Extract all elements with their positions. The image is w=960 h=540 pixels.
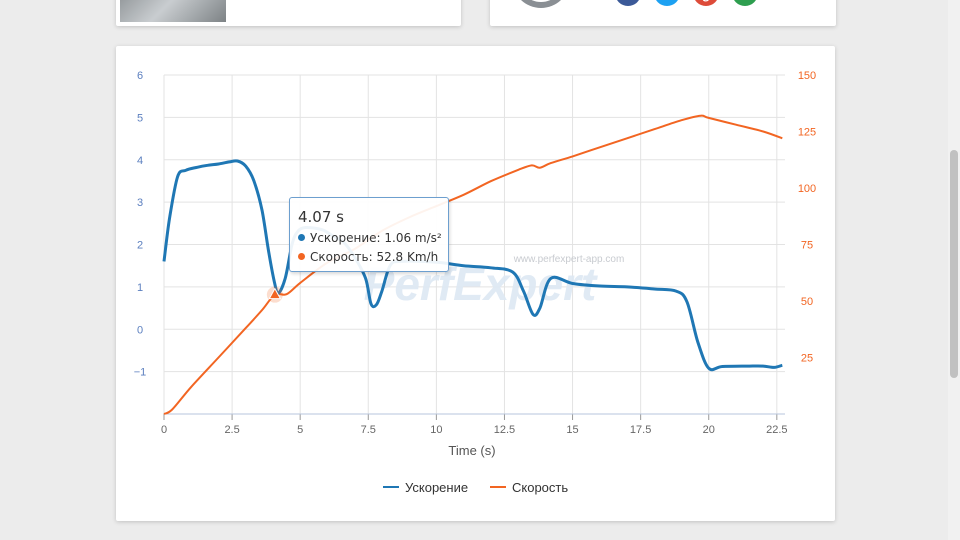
x-axis-title: Time (s) [448,443,495,458]
tooltip-acceleration-value: 1.06 m/s² [384,231,442,245]
y-right-tick-label: 75 [801,240,813,252]
y-right-tick-label: 25 [801,353,813,365]
x-tick-label: 15 [566,424,578,436]
y-left-tick-label: 5 [137,112,143,124]
y-left-tick-label: 3 [137,197,143,209]
watermark-url: www.perfexpert-app.com [513,254,625,265]
y-left-tick-label: 1 [137,282,143,294]
chart-card [116,46,835,521]
speed-line [163,114,783,415]
x-tick-label: 5 [297,424,303,436]
hover-tooltip: 4.07 s Ускорение: 1.06 m/s² Скорость: 52… [289,197,449,272]
y-left-tick-label: 0 [137,324,143,336]
y-right-tick-label: 125 [798,127,816,139]
x-tick-label: 12.5 [494,424,515,436]
tooltip-row-speed: Скорость: 52.8 Km/h [298,250,438,264]
google-plus-icon[interactable]: g [693,0,719,6]
facebook-icon[interactable]: f [615,0,641,6]
y-left-tick-label: −1 [134,367,147,379]
x-tick-label: 20 [703,424,715,436]
top-right-card: f t g ✉ [490,0,836,26]
tooltip-speed-value: 52.8 Km/h [376,250,439,264]
twitter-icon[interactable]: t [654,0,680,6]
tooltip-acceleration-label: Ускорение [310,231,377,245]
scrollbar-thumb[interactable] [950,150,958,378]
x-tick-label: 22.5 [766,424,787,436]
thumbnail-image[interactable] [120,0,226,22]
acceleration-line [162,159,783,372]
legend-item-speed[interactable]: Скорость [490,480,568,495]
y-right-tick-label: 100 [798,183,816,195]
y-right-tick-label: 50 [801,296,813,308]
tooltip-row-acceleration: Ускорение: 1.06 m/s² [298,231,442,245]
y-left-tick-label: 2 [137,240,143,252]
y-right-tick-label: 150 [798,70,816,82]
tooltip-speed-label: Скорость [310,250,369,264]
email-icon[interactable]: ✉ [732,0,758,6]
legend-speed-swatch [490,486,506,488]
x-tick-label: 0 [161,424,167,436]
legend-acceleration-label: Ускорение [405,480,469,495]
x-tick-label: 7.5 [361,424,376,436]
legend-speed-label: Скорость [512,480,569,495]
legend-acceleration-swatch [383,486,399,488]
x-tick-label: 10 [430,424,442,436]
legend-item-acceleration[interactable]: Ускорение [383,480,468,495]
top-left-card [116,0,461,26]
speed-dot-icon [298,253,305,260]
tooltip-time: 4.07 s [298,208,344,226]
y-left-tick-label: 6 [137,70,143,82]
acceleration-dot-icon [298,234,305,241]
x-tick-label: 17.5 [630,424,651,436]
x-tick-label: 2.5 [224,424,239,436]
y-left-tick-label: 4 [137,155,143,167]
hover-marker-icon [268,287,282,300]
